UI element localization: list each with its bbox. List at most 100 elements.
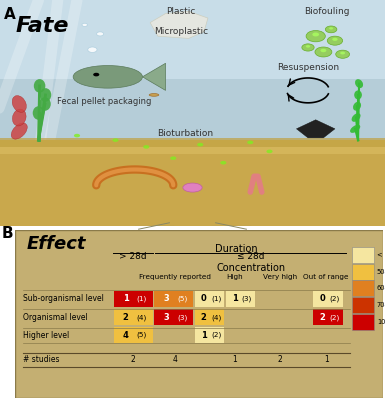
Bar	[0, 122, 385, 124]
Circle shape	[332, 38, 338, 41]
Text: 4: 4	[122, 330, 129, 340]
Bar	[313, 291, 343, 307]
Bar	[0, 122, 385, 124]
Circle shape	[329, 27, 333, 30]
Bar	[0, 140, 385, 154]
Bar	[0, 123, 385, 124]
Text: 2: 2	[278, 355, 283, 364]
Bar	[0, 122, 385, 123]
Circle shape	[302, 44, 314, 51]
Text: Frequently reported: Frequently reported	[139, 274, 211, 280]
Bar	[352, 247, 374, 263]
Bar	[0, 123, 385, 124]
Bar	[0, 123, 385, 124]
Circle shape	[266, 150, 273, 153]
Text: Biofouling: Biofouling	[305, 7, 350, 16]
Bar	[352, 264, 374, 280]
Bar	[0, 122, 385, 124]
Circle shape	[340, 52, 345, 54]
Bar	[0, 123, 385, 124]
Circle shape	[93, 73, 99, 76]
Text: 70-99%: 70-99%	[377, 302, 385, 308]
Bar	[0, 122, 385, 123]
Text: < 50%: < 50%	[377, 252, 385, 258]
Text: 3: 3	[163, 294, 169, 303]
Bar	[0, 123, 385, 124]
Text: Out of range: Out of range	[303, 274, 349, 280]
Bar	[0, 122, 385, 124]
Bar	[0, 122, 385, 124]
Bar	[0, 122, 385, 124]
Bar	[0, 123, 385, 124]
Text: 2: 2	[122, 313, 129, 322]
Bar	[0, 122, 385, 123]
Ellipse shape	[353, 102, 361, 111]
Text: Bioturbation: Bioturbation	[157, 129, 213, 138]
Bar	[0, 123, 385, 124]
Bar	[0, 123, 385, 124]
Bar	[0, 122, 385, 124]
Bar	[0, 122, 385, 124]
Text: (5): (5)	[137, 332, 147, 338]
Text: (2): (2)	[329, 296, 340, 302]
Bar	[0, 122, 385, 123]
Bar	[0, 122, 385, 123]
Circle shape	[88, 47, 97, 52]
Bar	[114, 291, 152, 307]
Bar	[0, 122, 385, 123]
Text: A: A	[4, 7, 16, 22]
Bar	[0, 122, 385, 124]
Text: Fecal pellet packaging: Fecal pellet packaging	[57, 97, 151, 106]
Circle shape	[312, 32, 319, 36]
Bar	[195, 327, 224, 343]
Bar	[0, 123, 385, 124]
Bar	[0, 123, 385, 124]
Bar	[0, 122, 385, 123]
Bar	[0, 123, 385, 124]
Text: High: High	[226, 274, 243, 280]
Text: 3: 3	[163, 313, 169, 322]
Bar	[0, 123, 385, 124]
Ellipse shape	[73, 66, 142, 88]
Text: 2: 2	[201, 313, 207, 322]
Bar	[154, 291, 193, 307]
Circle shape	[82, 23, 87, 26]
Text: 0: 0	[201, 294, 206, 303]
Text: (1): (1)	[211, 296, 221, 302]
Bar	[0, 122, 385, 123]
Circle shape	[170, 156, 176, 160]
Bar	[0, 122, 385, 123]
Bar	[0, 122, 385, 124]
Circle shape	[197, 143, 203, 146]
Text: (2): (2)	[211, 332, 221, 338]
Bar	[313, 309, 343, 325]
Bar	[0, 122, 385, 123]
Bar	[0, 123, 385, 124]
Bar	[0, 123, 385, 124]
Bar	[0, 122, 385, 124]
Bar	[0, 123, 385, 124]
Bar	[0, 122, 385, 124]
Bar	[0, 122, 385, 124]
Bar	[0, 122, 385, 123]
Bar	[0, 123, 385, 124]
Bar	[0, 122, 385, 124]
Bar	[0, 122, 385, 124]
Bar	[0, 122, 385, 124]
Polygon shape	[142, 63, 166, 90]
Text: 4: 4	[173, 355, 178, 364]
Text: 1: 1	[122, 294, 129, 303]
Polygon shape	[0, 147, 385, 226]
Ellipse shape	[40, 88, 51, 102]
Text: ≤ 28d: ≤ 28d	[237, 252, 264, 261]
Text: 0: 0	[319, 294, 325, 303]
Bar	[0, 122, 385, 123]
Bar	[0, 122, 385, 123]
Ellipse shape	[12, 109, 26, 126]
Circle shape	[306, 45, 310, 48]
Text: (2): (2)	[329, 314, 340, 321]
Bar	[0, 122, 385, 124]
Text: Plastic: Plastic	[166, 7, 196, 16]
Circle shape	[112, 138, 119, 142]
Text: Organismal level: Organismal level	[23, 313, 87, 322]
